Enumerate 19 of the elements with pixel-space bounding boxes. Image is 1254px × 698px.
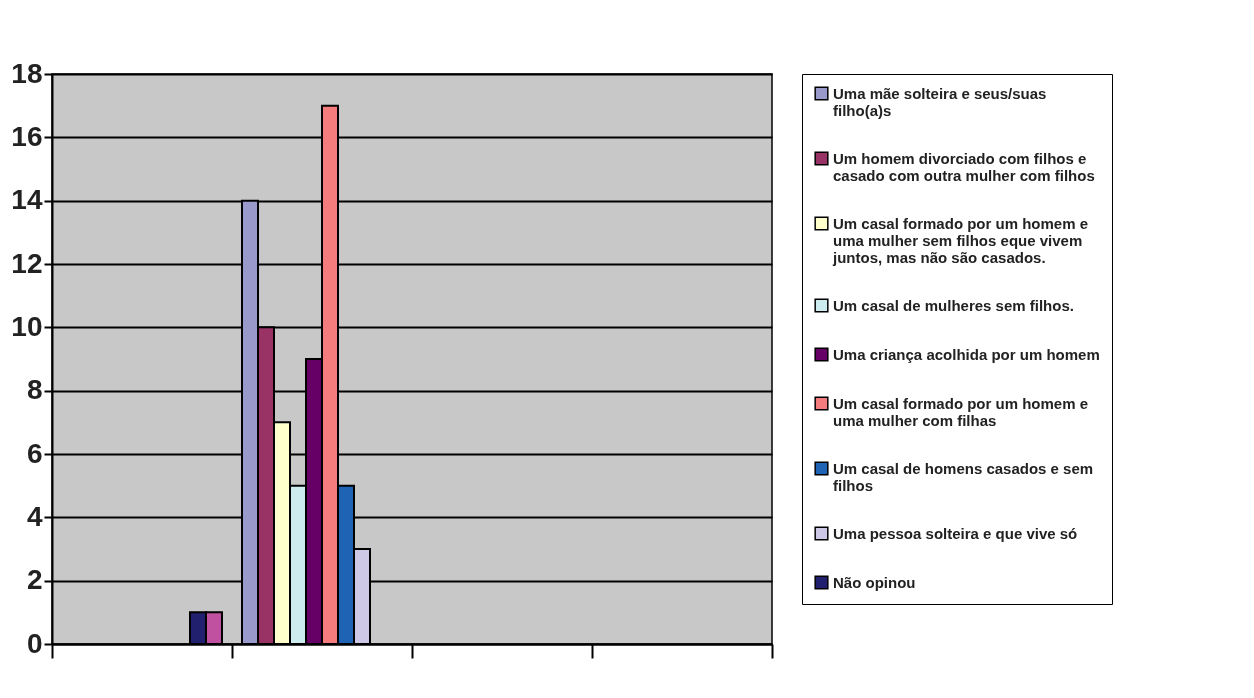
legend-label: Um homem divorciado com filhos e casado com outra mulher com filhos	[833, 149, 1095, 184]
y-tick-label: 0	[26, 627, 43, 659]
y-tick-label: 10	[11, 310, 43, 342]
y-tick-label: 14	[11, 184, 43, 216]
legend-label: Um casal de mulheres sem filhos.	[833, 296, 1074, 314]
y-tick-label: 16	[11, 120, 43, 152]
legend-label: Um casal de homens casados e sem filhos	[833, 459, 1094, 494]
y-tick-label: 12	[11, 247, 43, 279]
y-tick-label: 8	[26, 374, 43, 406]
legend-label: Uma criança acolhida por um homem	[833, 345, 1100, 363]
legend-label: Não opinou	[833, 573, 916, 591]
y-tick-label: 6	[26, 437, 43, 469]
legend-label: Um casal formado por um homem e uma mulher com filhas	[833, 394, 1089, 429]
y-tick-label: 4	[26, 500, 43, 532]
y-tick-label: 18	[11, 57, 43, 89]
legend-label: Um casal formado por um homem e uma mulher sem filhos eque vivem juntos, mas não são casados.	[832, 214, 1089, 266]
y-tick-label: 2	[26, 564, 43, 596]
legend-label: Uma pessoa solteira e que vive só	[833, 524, 1078, 542]
legend-label: Uma mãe solteira e seus/suas filho(a)s	[833, 84, 1047, 119]
